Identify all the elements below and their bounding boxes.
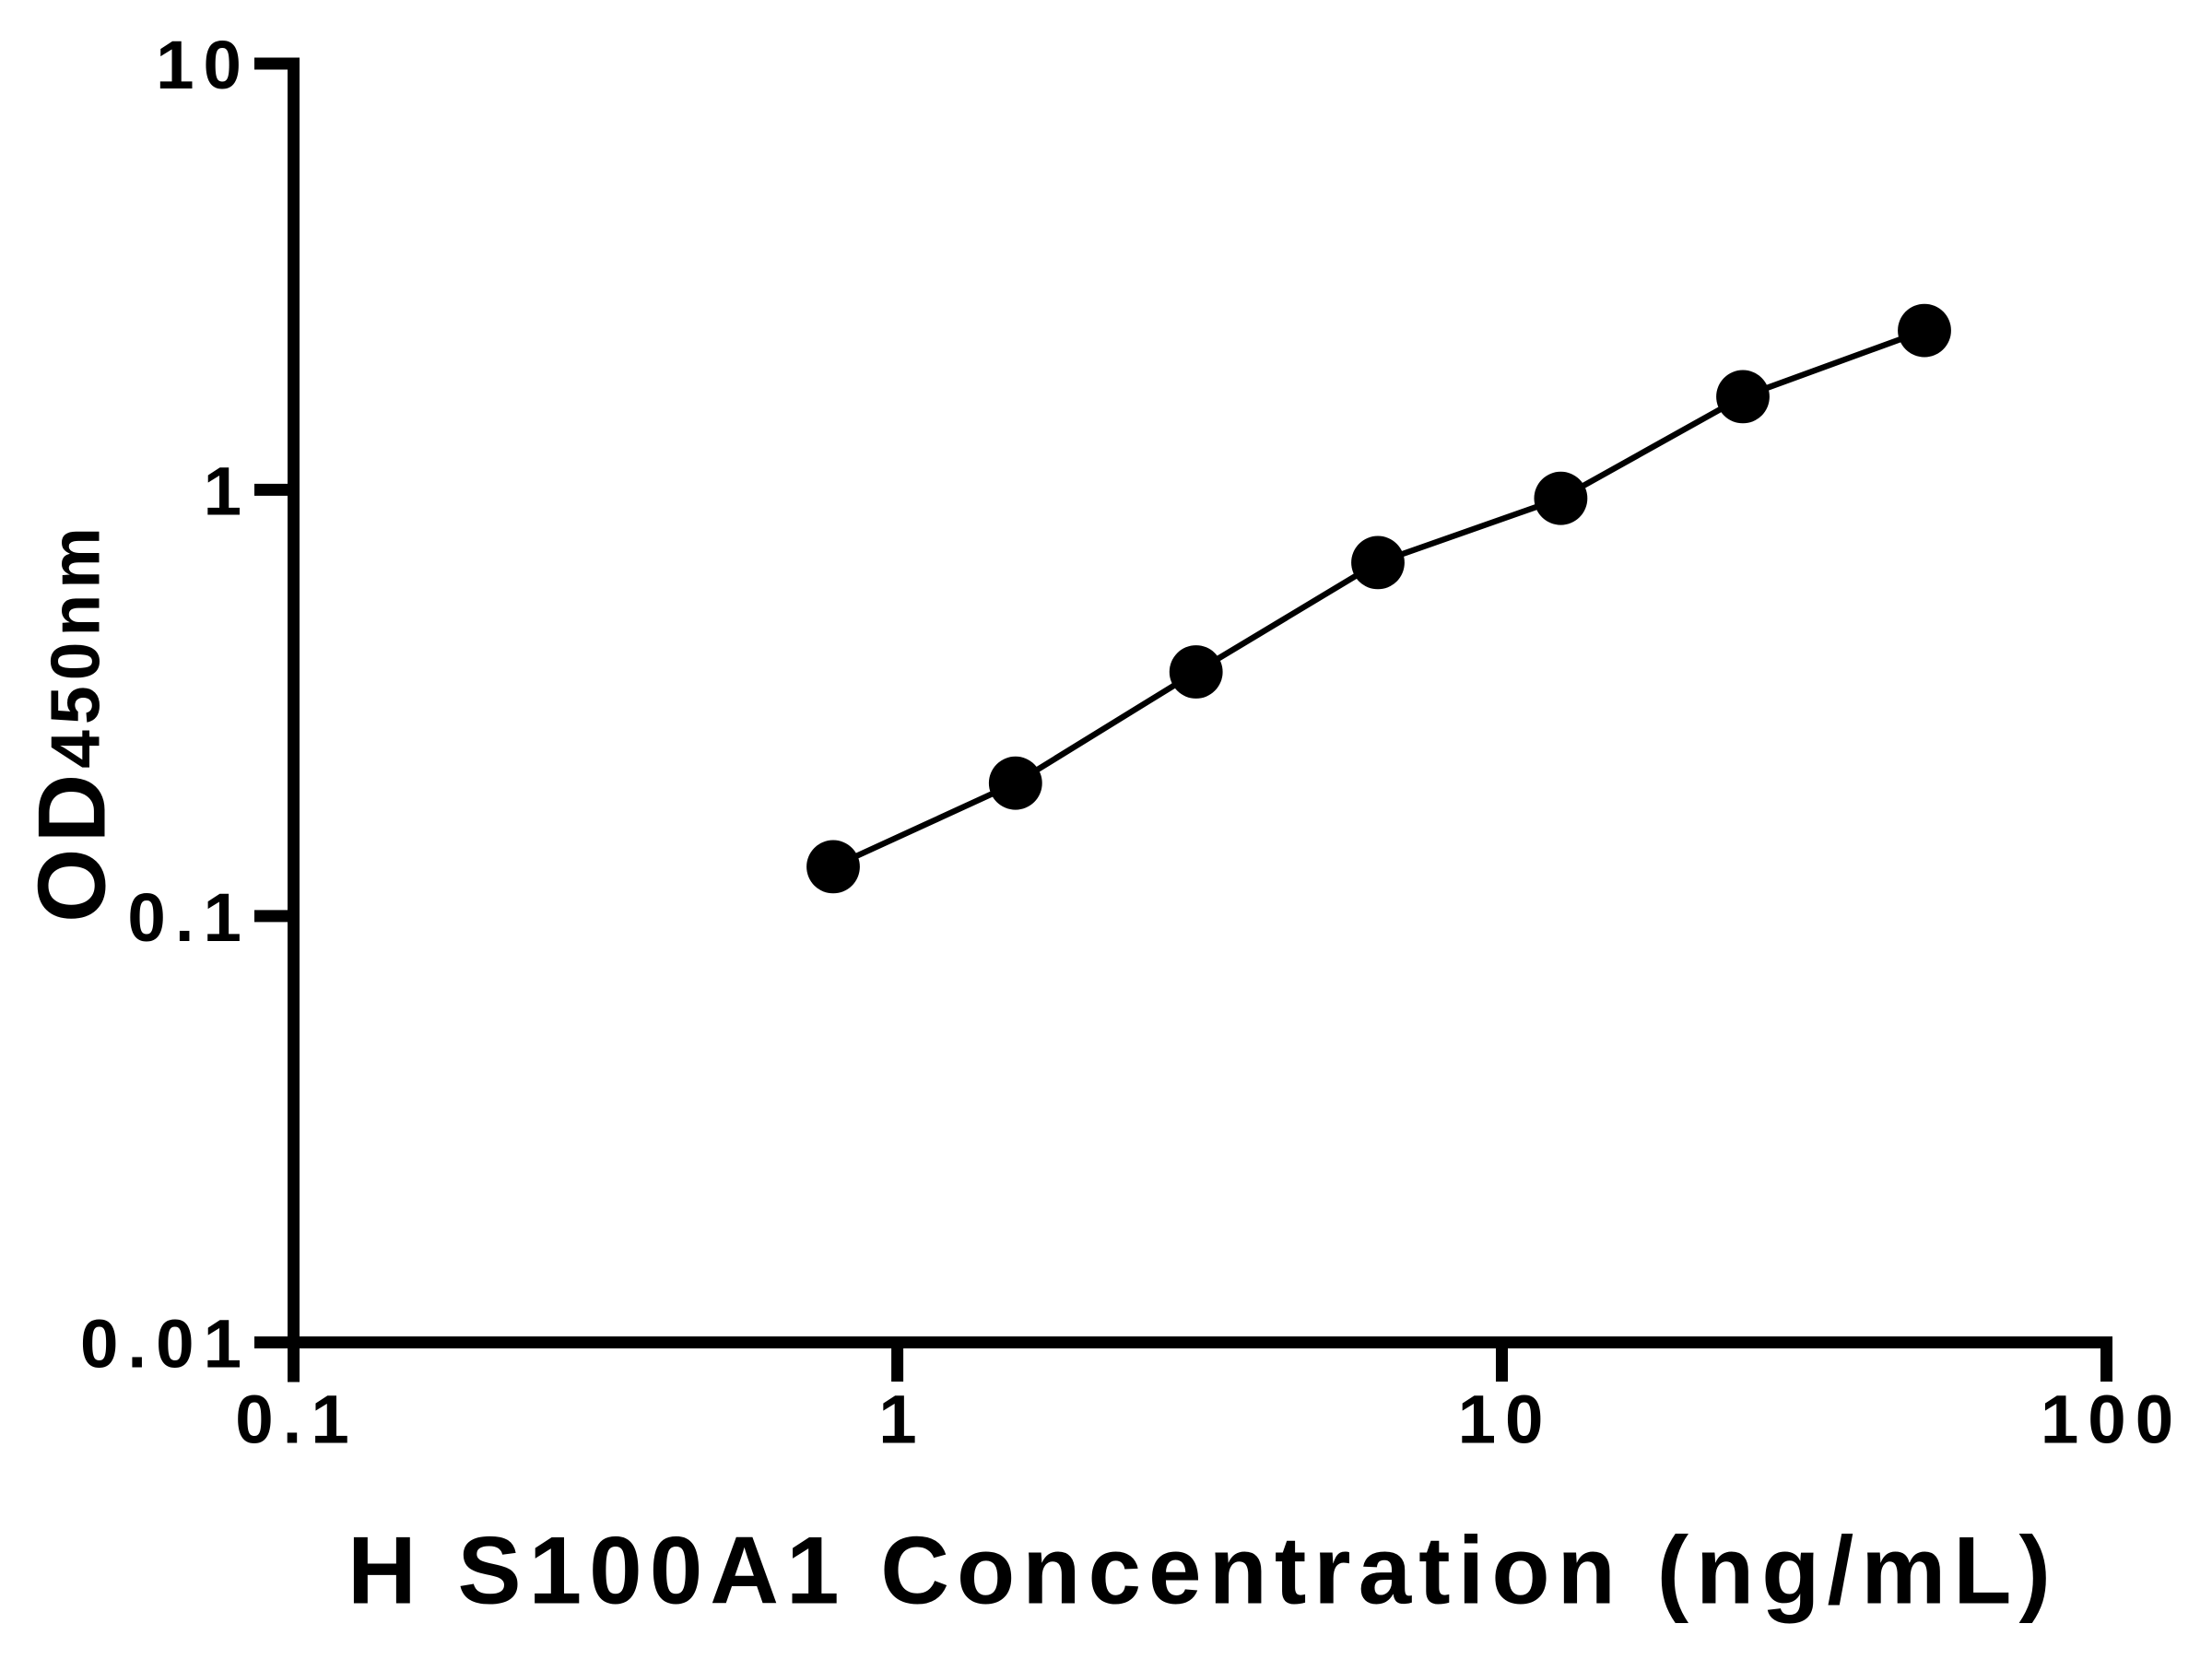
svg-text:100: 100 xyxy=(2041,1382,2183,1458)
svg-text:H S100A1 Concentration (ng/mL): H S100A1 Concentration (ng/mL) xyxy=(347,1517,2058,1624)
svg-text:1: 1 xyxy=(878,1382,925,1458)
svg-text:1: 1 xyxy=(204,453,251,530)
svg-text:0.1: 0.1 xyxy=(127,879,251,956)
svg-text:0.01: 0.01 xyxy=(80,1306,251,1382)
svg-text:10: 10 xyxy=(1458,1382,1553,1458)
svg-text:OD450nm: OD450nm xyxy=(18,522,125,923)
svg-text:0.1: 0.1 xyxy=(235,1382,359,1458)
svg-text:10: 10 xyxy=(156,27,251,103)
